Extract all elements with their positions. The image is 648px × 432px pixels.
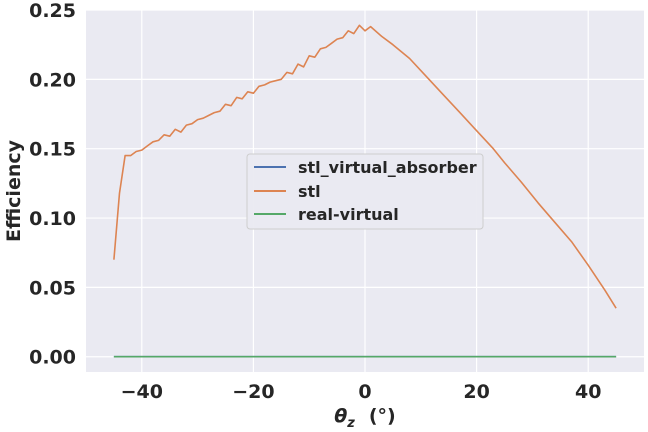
x-tick-labels: −40 −20 0 20 40	[121, 381, 602, 403]
x-axis-label-subscript: z	[346, 416, 355, 431]
legend-box	[246, 153, 484, 230]
legend-label-real-virtual: real-virtual	[298, 205, 399, 224]
legend-label-stl-virtual-absorber: stl_virtual_absorber	[298, 158, 477, 177]
series-lines	[113, 24, 617, 358]
legend-label-stl: stl	[298, 182, 321, 201]
x-tick-label: 0	[358, 381, 371, 403]
x-axis-label-unit: (°)	[369, 405, 396, 427]
y-tick-label: 0.15	[29, 139, 76, 161]
x-tick-label: 20	[463, 381, 489, 403]
y-axis-label: Efficiency	[3, 139, 25, 242]
y-tick-label: 0.25	[29, 0, 76, 22]
x-axis-label: θz (°)	[334, 405, 396, 431]
series-line-stl	[113, 24, 617, 309]
y-tick-label: 0.00	[29, 347, 76, 369]
legend: stl_virtual_absorber stl real-virtual	[246, 153, 484, 230]
x-tick-label: 40	[575, 381, 601, 403]
x-tick-label: −20	[232, 381, 274, 403]
y-tick-labels: 0.00 0.05 0.10 0.15 0.20 0.25	[29, 0, 76, 369]
y-tick-label: 0.20	[29, 69, 76, 91]
y-tick-label: 0.10	[29, 208, 76, 230]
x-axis-label-symbol: θ	[334, 405, 347, 427]
x-tick-label: −40	[121, 381, 163, 403]
y-tick-label: 0.05	[29, 277, 76, 299]
